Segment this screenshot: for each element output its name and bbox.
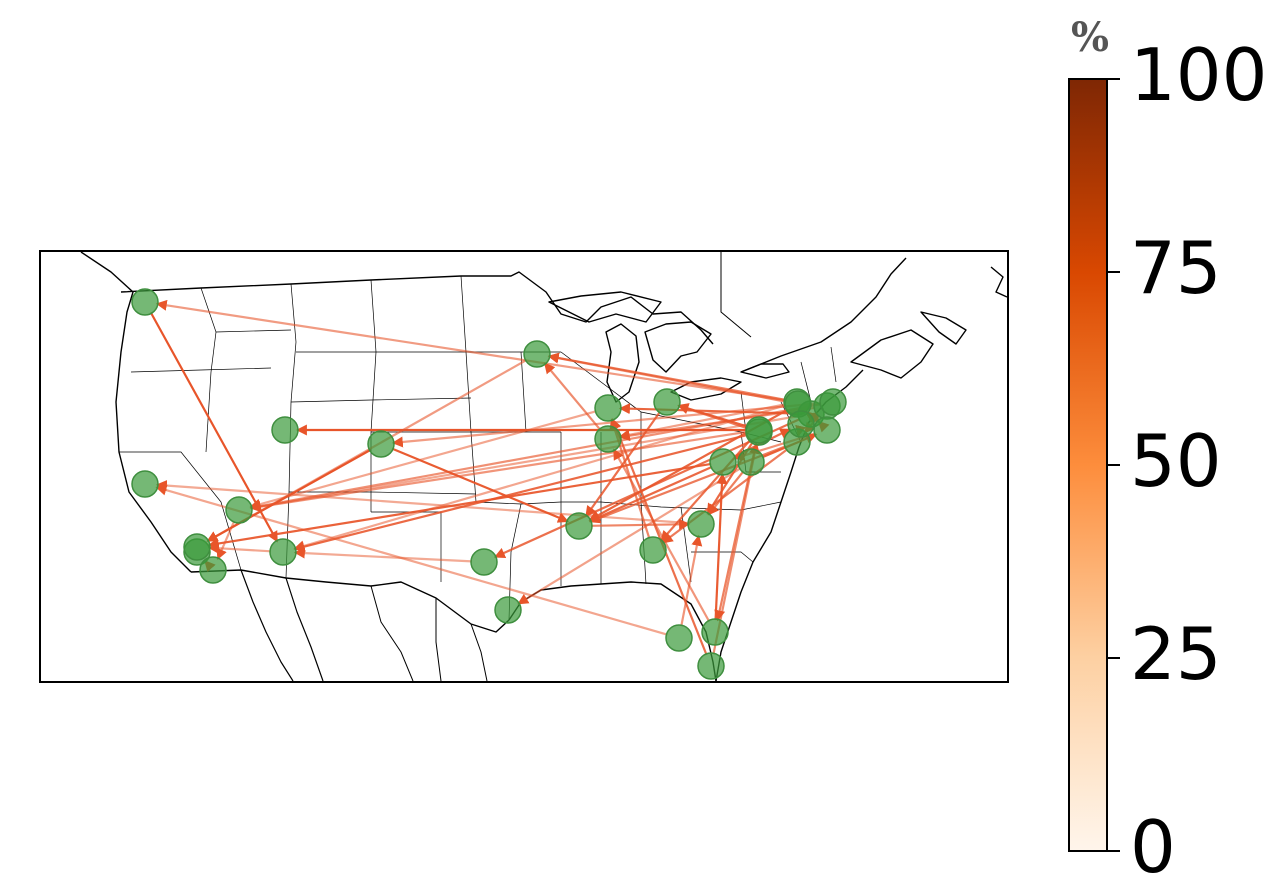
location-marker <box>820 389 846 415</box>
colorbar-unit-label: % <box>1062 14 1118 61</box>
location-marker <box>738 449 764 475</box>
location-marker <box>814 417 840 443</box>
flow-arrow <box>545 363 601 430</box>
location-marker <box>688 511 714 537</box>
flow-map <box>39 250 1009 683</box>
colorbar-tick-mark <box>1108 271 1120 273</box>
location-marker <box>132 289 158 315</box>
location-marker <box>495 597 521 623</box>
colorbar <box>1068 78 1108 852</box>
location-marker <box>595 395 621 421</box>
location-marker <box>368 431 394 457</box>
flow-arrows <box>151 304 821 655</box>
location-markers <box>132 289 846 679</box>
colorbar-tick-mark <box>1108 464 1120 466</box>
location-marker <box>471 549 497 575</box>
location-marker <box>788 411 814 437</box>
location-marker <box>132 471 158 497</box>
colorbar-tick-label: 50 <box>1130 425 1222 497</box>
colorbar-tick-label: 25 <box>1130 618 1222 690</box>
location-marker <box>698 653 724 679</box>
location-marker <box>746 417 772 443</box>
location-marker <box>272 417 298 443</box>
colorbar-tick-mark <box>1108 850 1120 852</box>
colorbar-tick-mark <box>1108 657 1120 659</box>
location-marker <box>702 619 728 645</box>
location-marker <box>640 537 666 563</box>
flow-arrow <box>157 304 785 400</box>
colorbar-tick-label: 75 <box>1130 232 1222 304</box>
location-marker <box>524 341 550 367</box>
location-marker <box>200 557 226 583</box>
colorbar-tick-mark <box>1108 78 1120 80</box>
location-marker <box>654 389 680 415</box>
location-marker <box>566 513 592 539</box>
flow-arrow <box>209 548 271 552</box>
location-marker <box>666 625 692 651</box>
location-marker <box>226 497 252 523</box>
location-marker <box>595 426 621 452</box>
colorbar-tick-label: 0 <box>1130 811 1176 883</box>
location-marker <box>184 534 210 560</box>
country-state-borders <box>81 252 1007 681</box>
colorbar-tick-label: 100 <box>1130 39 1267 111</box>
location-marker <box>270 539 296 565</box>
flow-arrow <box>207 360 526 541</box>
location-marker <box>710 449 736 475</box>
